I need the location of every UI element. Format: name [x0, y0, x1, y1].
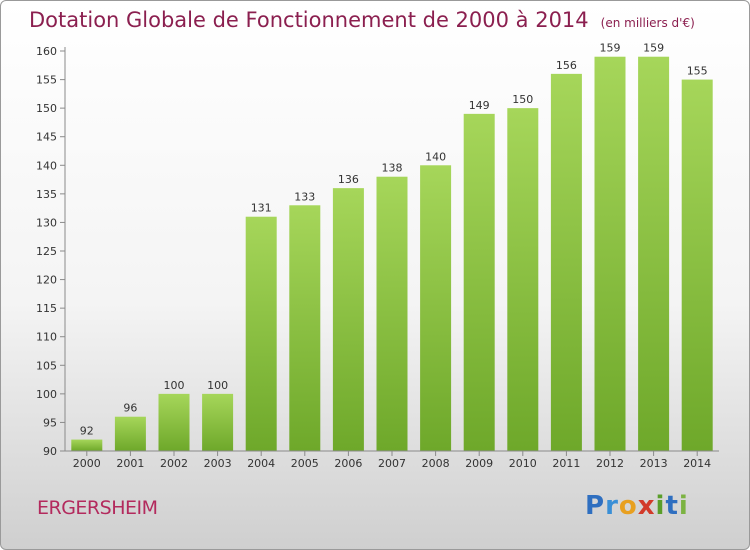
data-label-2006: 136	[338, 173, 359, 186]
bar-2013	[638, 56, 670, 451]
bar-2012	[594, 56, 626, 451]
bar-2005	[289, 205, 321, 451]
data-label-2000: 92	[80, 425, 94, 438]
data-label-2010: 150	[512, 93, 533, 106]
bar-2007	[376, 176, 408, 451]
x-tick-label-2013: 2013	[640, 457, 668, 470]
logo-letter: r	[605, 491, 619, 521]
x-tick-label-2008: 2008	[422, 457, 450, 470]
bar-2000	[71, 439, 103, 451]
x-tick-label-2009: 2009	[465, 457, 493, 470]
bar-2010	[507, 108, 539, 452]
logo-letter: x	[637, 491, 656, 521]
data-label-2011: 156	[556, 59, 577, 72]
bar-2008	[420, 165, 452, 452]
y-tick-label: 100	[36, 388, 57, 401]
y-tick-label: 125	[36, 245, 57, 258]
title-text: Dotation Globale de Fonctionnement de 20…	[29, 8, 589, 32]
x-tick-label-2002: 2002	[160, 457, 188, 470]
data-label-2002: 100	[164, 379, 185, 392]
data-label-2005: 133	[294, 190, 315, 203]
data-label-2007: 138	[382, 162, 403, 175]
y-tick-label: 95	[43, 416, 57, 429]
x-tick-label-2012: 2012	[596, 457, 624, 470]
bar-2014	[681, 79, 713, 452]
bar-2001	[114, 416, 146, 451]
bar-2002	[158, 393, 190, 451]
data-label-2013: 159	[643, 42, 664, 55]
data-label-2003: 100	[207, 379, 228, 392]
data-label-2012: 159	[600, 42, 621, 55]
y-tick-label: 155	[36, 74, 57, 87]
x-tick-label-2000: 2000	[73, 457, 101, 470]
x-tick-label-2007: 2007	[378, 457, 406, 470]
x-axis: 2000 2001 2002 2003 2004 2005 2006 2007 2008 2009…	[65, 450, 719, 470]
y-tick-label: 110	[36, 331, 57, 344]
x-tick-label-2011: 2011	[552, 457, 580, 470]
bar-2009	[463, 113, 495, 451]
y-tick-label: 120	[36, 274, 57, 287]
y-tick-label: 145	[36, 131, 57, 144]
chart-title: Dotation Globale de Fonctionnement de 20…	[29, 8, 695, 32]
y-tick-label: 115	[36, 302, 57, 315]
logo-letter: i	[655, 491, 666, 521]
y-tick-label: 135	[36, 188, 57, 201]
y-tick-label: 130	[36, 216, 57, 229]
logo-letter: P	[585, 491, 606, 521]
bar-2004	[245, 216, 277, 451]
logo-letter: o	[618, 491, 638, 521]
x-tick-label-2014: 2014	[683, 457, 711, 470]
y-axis: 90 95 100 105 110 115 120 125 130 135 140 145 150 155…	[36, 45, 66, 458]
bar-2006	[332, 188, 364, 451]
x-tick-label-2001: 2001	[116, 457, 144, 470]
data-label-2008: 140	[425, 150, 446, 163]
y-tick-label: 150	[36, 102, 57, 115]
x-tick-label-2003: 2003	[204, 457, 232, 470]
x-tick-label-2010: 2010	[509, 457, 537, 470]
logo-letter: t	[665, 491, 679, 521]
bars: 92 96 100 100 131 133 136 138 140 149 150 156 159 159…	[71, 42, 713, 452]
bar-2011	[550, 73, 582, 451]
data-label-2001: 96	[123, 402, 137, 415]
proxiti-logo: Proxiti	[585, 491, 689, 521]
y-tick-label: 140	[36, 159, 57, 172]
y-tick-label: 90	[43, 445, 57, 458]
commune-name: ERGERSHEIM	[37, 497, 158, 519]
x-tick-label-2004: 2004	[247, 457, 275, 470]
bar-2003	[202, 393, 234, 451]
x-tick-label-2006: 2006	[334, 457, 362, 470]
title-unit: (en milliers d'€)	[600, 16, 695, 30]
y-tick-label: 160	[36, 45, 57, 58]
logo-letter: i	[678, 491, 689, 521]
data-label-2009: 149	[469, 99, 490, 112]
data-label-2004: 131	[251, 202, 272, 215]
y-tick-label: 105	[36, 359, 57, 372]
data-label-2014: 155	[687, 65, 708, 78]
x-tick-label-2005: 2005	[291, 457, 319, 470]
